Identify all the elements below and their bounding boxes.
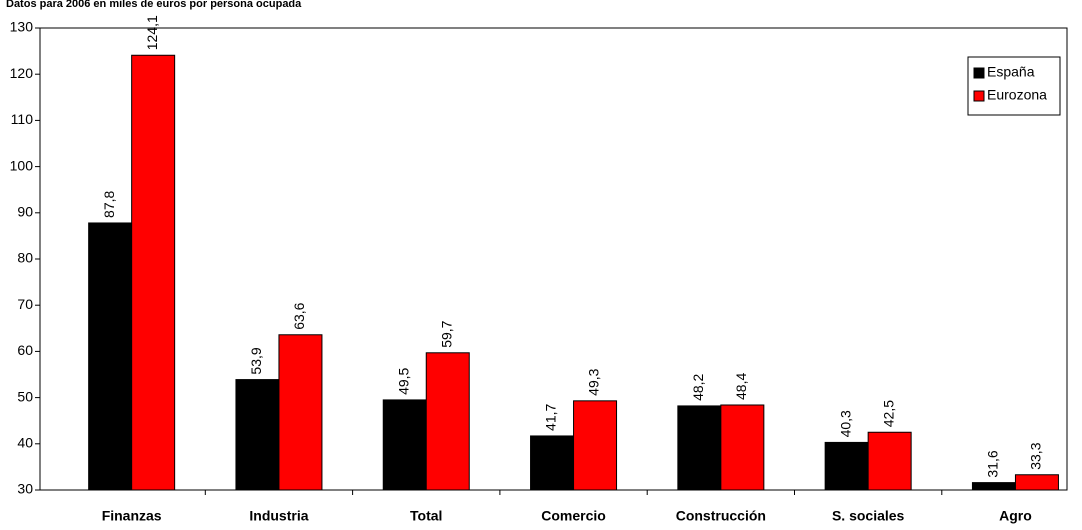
x-tick-label: Comercio <box>541 508 606 524</box>
bars <box>88 54 1059 490</box>
bar <box>278 334 323 490</box>
bar <box>88 222 133 490</box>
y-tick-label: 70 <box>17 296 33 312</box>
bar <box>235 379 280 490</box>
legend-swatch <box>973 67 985 79</box>
value-label: 53,9 <box>248 347 264 374</box>
bar <box>425 352 470 490</box>
bar <box>824 441 869 490</box>
bar <box>382 399 427 490</box>
bar <box>971 482 1016 490</box>
value-label: 48,4 <box>733 373 749 400</box>
x-tick-label: Industria <box>249 508 308 524</box>
value-label: 42,5 <box>880 400 896 427</box>
value-label: 59,7 <box>438 320 454 347</box>
x-tick-label: Agro <box>999 508 1032 524</box>
value-label: 48,2 <box>690 373 706 400</box>
legend-swatch <box>973 90 985 102</box>
x-tick-label: S. sociales <box>832 508 905 524</box>
x-tick-label: Finanzas <box>102 508 162 524</box>
legend-box <box>967 56 1061 116</box>
y-tick-label: 60 <box>17 342 33 358</box>
value-label: 40,3 <box>837 410 853 437</box>
y-tick-label: 90 <box>17 204 33 220</box>
y-tick-label: 40 <box>17 435 33 451</box>
y-tick-label: 120 <box>10 65 34 81</box>
value-label: 49,5 <box>395 367 411 394</box>
y-tick-label: 130 <box>10 19 34 35</box>
value-label: 63,6 <box>291 302 307 329</box>
y-tick-label: 100 <box>10 157 34 173</box>
y-tick-label: 30 <box>17 481 33 497</box>
bar <box>573 400 618 490</box>
bar <box>720 404 765 490</box>
value-label: 87,8 <box>101 191 117 218</box>
y-tick-label: 110 <box>11 111 34 127</box>
y-tick-label: 50 <box>17 388 33 404</box>
value-label: 124,1 <box>144 15 160 50</box>
chart-title: Datos para 2006 en miles de euros por pe… <box>6 0 302 10</box>
y-tick-label: 80 <box>17 250 33 266</box>
value-label: 41,7 <box>543 403 559 430</box>
legend-label: España <box>987 64 1035 80</box>
value-label: 31,6 <box>985 450 1001 477</box>
value-label: 49,3 <box>586 368 602 395</box>
x-tick-label: Construcción <box>676 508 766 524</box>
bar <box>867 431 912 490</box>
bar <box>677 405 722 490</box>
x-tick-label: Total <box>410 508 442 524</box>
legend-label: Eurozona <box>987 87 1047 103</box>
bar <box>530 435 575 490</box>
bar <box>1014 474 1059 490</box>
bar <box>131 54 176 490</box>
value-label: 33,3 <box>1028 442 1044 469</box>
